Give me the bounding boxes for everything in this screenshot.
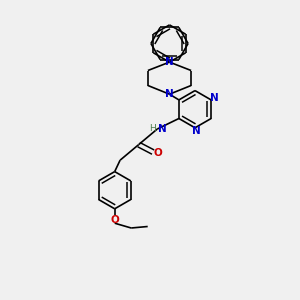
Text: N: N [192,126,201,136]
Text: H: H [149,124,156,133]
Text: N: N [158,124,167,134]
Text: N: N [165,57,174,67]
Text: N: N [165,89,174,99]
Text: N: N [210,93,219,103]
Text: O: O [154,148,162,158]
Text: O: O [110,215,119,225]
